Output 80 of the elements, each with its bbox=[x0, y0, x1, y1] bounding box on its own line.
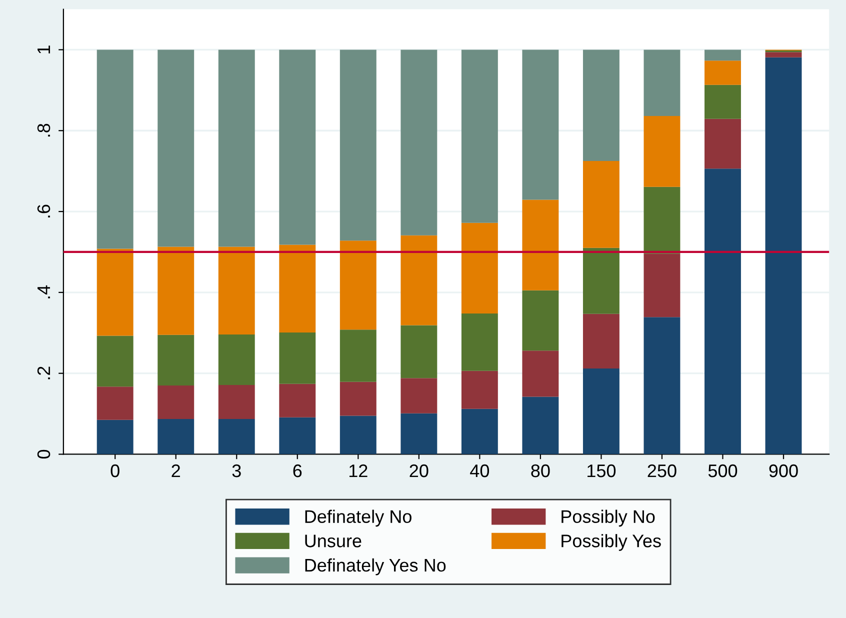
bar bbox=[765, 57, 802, 454]
bar bbox=[704, 60, 741, 85]
legend-label: Possibly Yes bbox=[562, 534, 661, 551]
bar bbox=[765, 52, 802, 58]
bar bbox=[400, 378, 438, 414]
bar bbox=[400, 50, 438, 236]
bar bbox=[158, 334, 194, 386]
x-tick-label: 80 bbox=[531, 464, 550, 478]
bar bbox=[340, 240, 376, 330]
bar bbox=[340, 416, 376, 454]
bar bbox=[522, 290, 559, 351]
bar bbox=[279, 332, 316, 384]
x-tick-label: 500 bbox=[708, 464, 738, 478]
bar bbox=[644, 317, 680, 454]
bar bbox=[218, 246, 255, 334]
y-tick-label: .4 bbox=[38, 285, 50, 298]
bar bbox=[644, 116, 680, 187]
bar bbox=[704, 118, 741, 169]
bar bbox=[582, 368, 620, 454]
x-tick-label: 900 bbox=[769, 464, 798, 478]
bar bbox=[96, 248, 134, 336]
bar bbox=[582, 160, 620, 248]
bar bbox=[158, 50, 194, 247]
y-tick-label: .6 bbox=[37, 204, 50, 218]
y-tick-label: .2 bbox=[37, 366, 50, 380]
bar bbox=[522, 396, 559, 454]
bar bbox=[582, 50, 620, 161]
bar bbox=[461, 408, 498, 454]
y-tick-label: 1 bbox=[38, 46, 50, 54]
bar bbox=[96, 50, 134, 249]
bar bbox=[96, 386, 134, 420]
bar bbox=[96, 420, 134, 454]
bar bbox=[400, 235, 438, 326]
bar bbox=[279, 417, 316, 454]
bar bbox=[218, 419, 255, 454]
bar bbox=[522, 350, 559, 397]
bar bbox=[582, 248, 620, 314]
bar bbox=[340, 50, 376, 241]
x-tick-label: 250 bbox=[648, 464, 676, 478]
bar bbox=[461, 370, 498, 409]
bar bbox=[279, 244, 316, 332]
bar bbox=[340, 330, 376, 382]
bar bbox=[461, 222, 498, 314]
bar bbox=[279, 384, 316, 418]
x-tick-label: 2 bbox=[172, 464, 180, 478]
bar bbox=[704, 168, 741, 454]
x-tick-label: 6 bbox=[293, 464, 302, 478]
bar bbox=[400, 413, 438, 454]
bar bbox=[582, 314, 620, 368]
bar bbox=[644, 50, 680, 116]
bar bbox=[279, 50, 316, 245]
y-tick-label: 0 bbox=[37, 450, 50, 459]
bar bbox=[400, 325, 438, 378]
bar bbox=[704, 50, 741, 61]
x-tick-label: 20 bbox=[410, 464, 428, 478]
x-tick-label: 40 bbox=[470, 464, 490, 478]
x-tick-label: 3 bbox=[232, 464, 241, 478]
legend-label: Definately Yes No bbox=[305, 558, 446, 576]
bar bbox=[644, 186, 680, 254]
x-tick-label: 12 bbox=[349, 464, 368, 478]
bar bbox=[340, 382, 376, 416]
bar bbox=[461, 50, 498, 223]
x-tick-label: 150 bbox=[588, 464, 616, 478]
bar bbox=[461, 313, 498, 371]
bar bbox=[704, 84, 741, 119]
bar bbox=[158, 419, 194, 454]
bar bbox=[644, 254, 680, 318]
bar bbox=[218, 334, 255, 386]
legend-label: Definately No bbox=[305, 510, 412, 527]
bar bbox=[218, 385, 255, 420]
bar bbox=[522, 50, 559, 200]
x-tick-label: 0 bbox=[110, 464, 120, 478]
bar bbox=[522, 200, 559, 290]
y-tick-label: .8 bbox=[37, 124, 50, 137]
legend-label: Possibly No bbox=[562, 510, 655, 527]
bar bbox=[158, 385, 194, 420]
bar bbox=[218, 50, 255, 247]
legend-label: Unsure bbox=[305, 534, 362, 548]
bar bbox=[96, 336, 134, 387]
bar bbox=[158, 246, 194, 335]
